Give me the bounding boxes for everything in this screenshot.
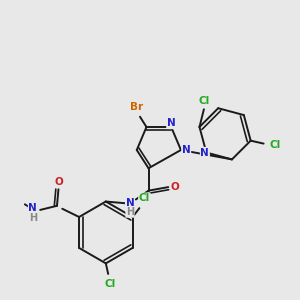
Text: H: H: [126, 207, 134, 217]
Text: O: O: [171, 182, 179, 192]
Text: N: N: [200, 148, 209, 158]
Text: N: N: [126, 198, 134, 208]
Text: N: N: [28, 203, 37, 213]
Text: O: O: [54, 177, 63, 187]
Text: N: N: [182, 145, 190, 155]
Text: H: H: [29, 213, 37, 223]
Text: Br: Br: [130, 102, 143, 112]
Text: Cl: Cl: [269, 140, 281, 150]
Text: Cl: Cl: [105, 279, 116, 289]
Text: N: N: [167, 118, 176, 128]
Text: Cl: Cl: [139, 193, 150, 203]
Text: Cl: Cl: [198, 96, 209, 106]
